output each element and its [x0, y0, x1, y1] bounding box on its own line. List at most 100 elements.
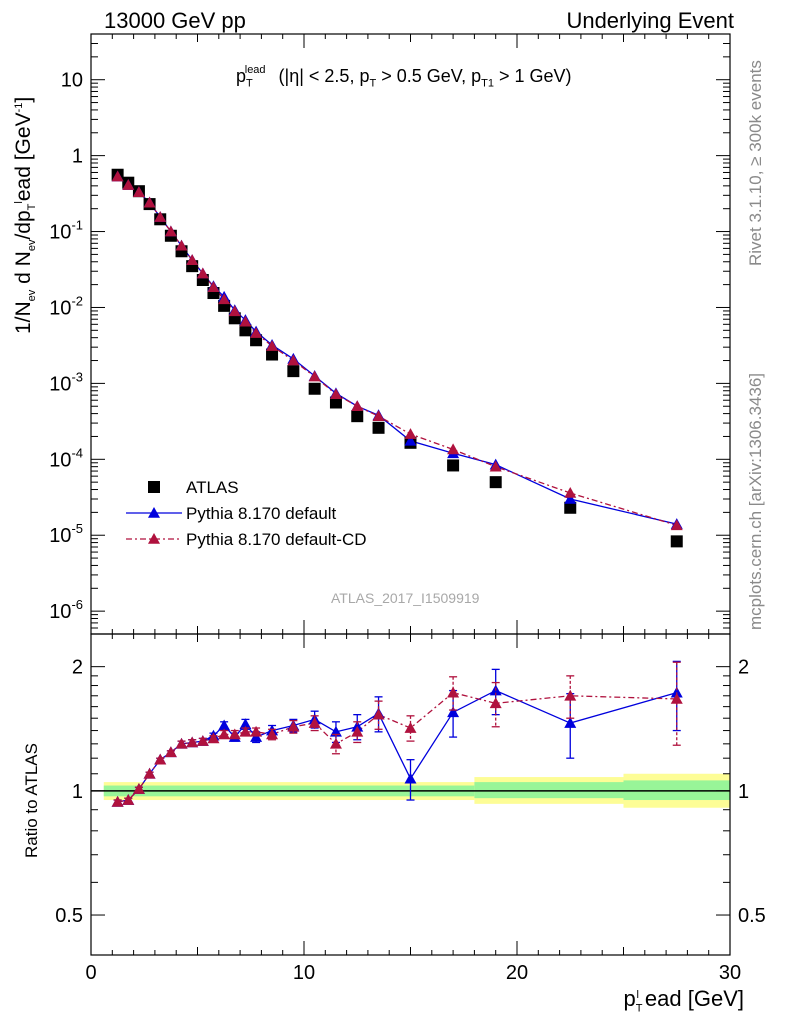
y-tick-label: 10-1: [49, 218, 83, 244]
legend-triangle-marker: [148, 533, 160, 544]
ratio-pythia-default-cd-point: [404, 722, 417, 733]
ratio-pythia-default-point: [564, 717, 577, 728]
ratio-pythia-default-cd-point: [287, 720, 300, 732]
ratio-pythia-default-cd-point: [308, 717, 321, 728]
ratio-y-tick-label-left: 1: [72, 781, 83, 803]
pythia-default-cd-point: [207, 281, 220, 292]
header-left-label: 13000 GeV pp: [104, 8, 246, 33]
ratio-pythia-default-point: [218, 719, 231, 731]
ratio-pythia-default-cd-point: [132, 783, 145, 794]
analysis-watermark: ATLAS_2017_I1509919: [331, 590, 480, 606]
pythia-default-cd-point: [122, 179, 135, 190]
legend-atlas-marker: [148, 481, 160, 493]
ratio-y-tick-label-left: 0.5: [55, 905, 83, 927]
series-line-pythia-default-cd: [117, 176, 677, 526]
atlas-data-point: [239, 324, 252, 337]
ratio-panel: 0 10 20 30 0.5 0.5 1 1 2 2: [55, 633, 766, 984]
pythia-default-cd-point: [239, 315, 252, 327]
pythia-default-cd-point: [266, 340, 279, 351]
atlas-data-point: [489, 476, 502, 489]
pythia-default-cd-point: [111, 170, 124, 182]
atlas-data-point: [308, 382, 321, 395]
ratio-pythia-default-cd-point: [239, 725, 252, 737]
x-axis-label: pTl ead [GeV]: [623, 986, 744, 1015]
ratio-pythia-default-point: [447, 706, 460, 718]
legend-label: Pythia 8.170 default-CD: [186, 530, 367, 549]
y-tick-label: 10-5: [49, 521, 83, 547]
ratio-pythia-default-cd-point: [250, 725, 263, 737]
pythia-default-cd-point: [164, 225, 177, 237]
pythia-default-cd-point: [218, 293, 231, 305]
x-tick-label: 0: [85, 962, 96, 984]
rivet-label: Rivet 3.1.10, ≥ 300k events: [746, 60, 765, 266]
x-tick-label: 30: [719, 962, 741, 984]
pythia-default-cd-point: [143, 196, 156, 208]
x-tick-label: 10: [293, 962, 315, 984]
pythia-default-cd-point: [447, 443, 460, 455]
ratio-pythia-default-point: [404, 772, 417, 784]
pythia-default-cd-point: [404, 428, 417, 439]
pythia-default-cd-point: [186, 254, 199, 265]
ratio-pythia-default-cd-point: [266, 728, 279, 740]
pythia-default-cd-point: [372, 410, 385, 421]
x-tick-label: 20: [506, 962, 528, 984]
pythia-default-cd-point: [132, 186, 145, 197]
legend-triangle-marker: [148, 507, 160, 518]
mcplots-label: mcplots.cern.ch [arXiv:1306.3436]: [746, 372, 765, 630]
atlas-data-point: [266, 348, 279, 361]
pythia-default-cd-point: [250, 327, 263, 338]
ratio-pythia-default-cd-point: [207, 732, 220, 744]
main-panel: 10-6 10-5 10-4 10-3 10-2 10-1 1 10: [49, 33, 731, 635]
ratio-pythia-default-cd-point: [218, 728, 231, 740]
ratio-pythia-default-cd-point: [447, 686, 460, 698]
atlas-data-point: [372, 421, 385, 434]
legend-label: ATLAS: [186, 478, 239, 497]
ratio-pythia-default-point: [670, 686, 683, 698]
ratio-y-tick-label-right: 0.5: [738, 905, 766, 927]
ratio-pythia-default-cd-point: [164, 746, 177, 758]
ratio-pythia-default-cd-point: [351, 725, 364, 737]
y-tick-label: 1: [72, 146, 83, 168]
ratio-pythia-default-cd-point: [670, 692, 683, 704]
ratio-y-tick-label-right: 2: [738, 657, 749, 679]
ratio-pythia-default-cd-point: [329, 737, 342, 749]
atlas-data-point: [351, 410, 364, 423]
y-tick-label: 10-2: [49, 293, 83, 319]
pythia-default-cd-point: [228, 305, 241, 317]
atlas-data-point: [447, 459, 460, 472]
pythia-default-cd-point: [351, 400, 364, 412]
ratio-pythia-default-cd-point: [489, 697, 502, 709]
ratio-y-tick-label-right: 1: [738, 781, 749, 803]
ratio-pythia-default-cd-point: [228, 728, 241, 740]
ratio-y-tick-label-left: 2: [72, 657, 83, 679]
legend: ATLAS Pythia 8.170 default Pythia 8.170 de…: [126, 478, 367, 549]
pythia-default-cd-point: [308, 370, 321, 382]
pythia-default-cd-point: [196, 267, 209, 279]
pythia-default-cd-point: [670, 519, 683, 531]
pythia-default-cd-point: [287, 354, 300, 366]
pythia-default-cd-point: [329, 388, 342, 400]
ratio-pythia-default-point: [239, 718, 252, 730]
ratio-pythia-default-cd-point: [372, 708, 385, 720]
pythia-default-cd-point: [489, 460, 502, 472]
y-tick-label: 10-4: [49, 445, 83, 471]
atlas-data-point: [670, 535, 683, 548]
ratio-pythia-default-cd-point: [154, 753, 167, 765]
ratio-pythia-default-cd-point: [143, 767, 156, 779]
main-y-axis-label: 1/Nev d Nev/dpTlead [GeV-1]: [12, 96, 39, 334]
atlas-data-point: [564, 501, 577, 514]
ratio-pythia-default-cd-point: [175, 737, 188, 749]
pythia-default-cd-point: [154, 211, 167, 222]
pythia-default-cd-point: [175, 239, 188, 251]
y-tick-label: 10: [61, 70, 83, 92]
legend-label: Pythia 8.170 default: [186, 504, 337, 523]
ratio-pythia-default-cd-point: [122, 794, 135, 805]
series-line-pythia-default: [117, 176, 677, 525]
header-right-label: Underlying Event: [566, 8, 734, 33]
ratio-pythia-default-cd-point: [111, 795, 124, 807]
pythia-default-point: [404, 434, 417, 446]
atlas-data-point: [287, 365, 300, 378]
ratio-y-axis-label: Ratio to ATLAS: [22, 743, 41, 858]
atlas-data-point: [329, 396, 342, 409]
